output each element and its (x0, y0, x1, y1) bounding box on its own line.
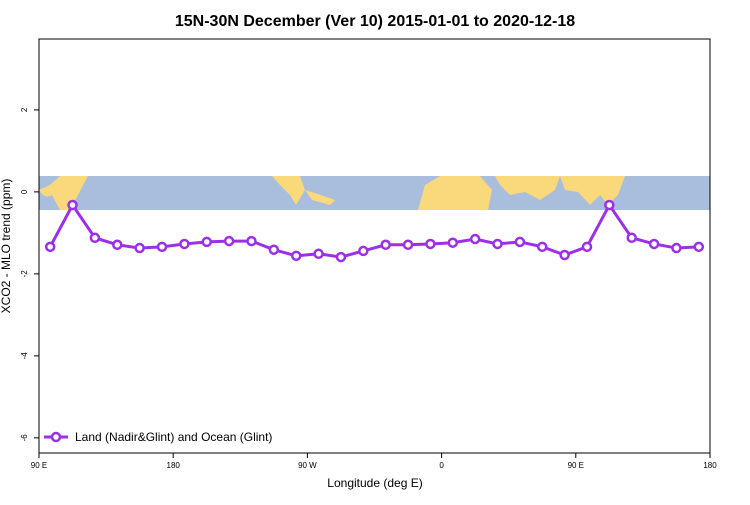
legend-label: Land (Nadir&Glint) and Ocean (Glint) (75, 430, 272, 444)
data-point (246, 235, 257, 247)
y-tick-label: -4 (20, 352, 29, 360)
series-line (48, 202, 699, 259)
map-strip (39, 176, 710, 210)
chart-title: 15N-30N December (Ver 10) 2015-01-01 to … (175, 13, 575, 30)
data-point (112, 239, 123, 251)
data-point (313, 248, 324, 260)
data-point (223, 235, 235, 247)
data-point (492, 238, 503, 250)
x-tick-label: 180 (703, 461, 717, 470)
data-point (67, 199, 78, 211)
data-point (134, 242, 145, 254)
data-point (179, 238, 190, 250)
data-point (648, 238, 660, 250)
x-tick-label: 90 W (298, 461, 317, 470)
data-point (201, 236, 212, 248)
data-point (537, 241, 548, 253)
x-tick-label: 180 (167, 461, 181, 470)
data-point (268, 244, 280, 255)
legend-marker (50, 431, 62, 443)
data-point (89, 232, 101, 244)
data-point (402, 239, 414, 251)
data-point (604, 199, 615, 211)
y-tick-label: -6 (20, 434, 29, 442)
data-point (447, 237, 459, 248)
data-point (559, 249, 570, 261)
data-point (469, 233, 481, 245)
plot-frame (38, 38, 711, 454)
y-tick-label: -2 (20, 270, 29, 278)
legend: Land (Nadir&Glint) and Ocean (Glint) (44, 430, 272, 444)
x-tick-label: 0 (439, 461, 444, 470)
x-axis-label: Longitude (deg E) (327, 476, 422, 490)
x-tick-label: 90 E (31, 461, 47, 470)
data-point (358, 245, 369, 257)
data-point (626, 232, 637, 244)
data-point (290, 250, 302, 262)
data-point (44, 241, 56, 253)
data-point (693, 241, 705, 253)
x-tick-label: 90 E (568, 461, 584, 470)
y-tick-label: 0 (20, 189, 29, 194)
data-point (380, 239, 391, 251)
data-point (581, 241, 593, 253)
data-point (335, 251, 347, 263)
data-point (671, 242, 682, 254)
y-axis-label: XCO2 - MLO trend (ppm) (0, 179, 13, 314)
data-point (156, 241, 168, 253)
data-point (425, 238, 436, 250)
data-point (514, 236, 526, 248)
y-tick-label: 2 (20, 107, 29, 112)
